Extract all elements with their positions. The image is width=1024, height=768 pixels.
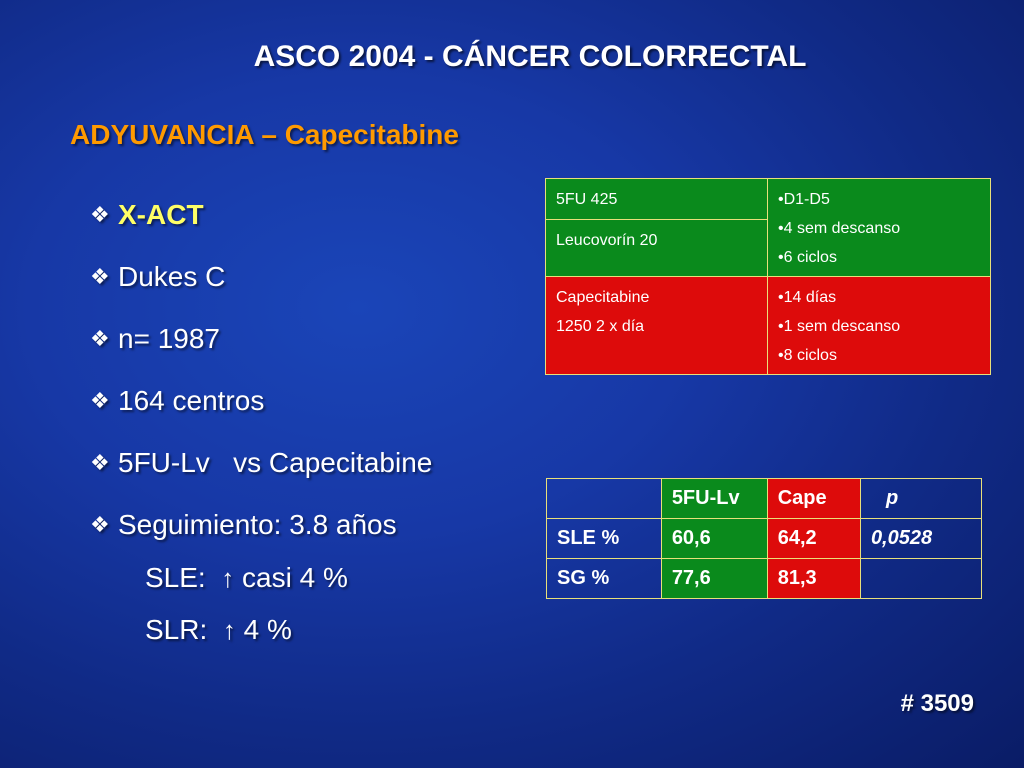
value-cell: 60,6 <box>660 518 768 559</box>
slide-title: ASCO 2004 - CÁNCER COLORRECTAL <box>253 40 807 73</box>
regimen-drug-cell: Leucovorín 20 <box>545 218 768 278</box>
value-cell: 64,2 <box>766 518 861 559</box>
bullet-item: ❖ Seguimiento: 3.8 años <box>90 505 432 567</box>
header-cell: Cape <box>766 478 861 519</box>
diamond-bullet-icon: ❖ <box>90 512 110 537</box>
bullet-item: ❖ Dukes C <box>90 257 432 319</box>
up-arrow-icon: ↑ <box>221 563 235 593</box>
p-value-cell <box>859 558 983 599</box>
table-header-row: 5FU-Lv Cape p <box>546 478 983 519</box>
header-cell: p <box>859 478 983 519</box>
results-table: 5FU-Lv Cape p SLE % 60,6 64,2 0,0528 SG … <box>546 478 983 599</box>
regimen-table: 5FU 425 •D1-D5 •4 sem descanso •6 ciclos… <box>545 178 991 375</box>
p-value-cell: 0,0528 <box>859 518 983 559</box>
slide-subtitle: ADYUVANCIA – Capecitabine <box>70 119 459 150</box>
table-row: SLE % 60,6 64,2 0,0528 <box>546 518 983 559</box>
regimen-schedule-cell: •D1-D5 •4 sem descanso •6 ciclos <box>767 178 991 277</box>
up-arrow-icon: ↑ <box>222 615 236 645</box>
regimen-drug-cell: 5FU 425 <box>545 178 768 220</box>
row-label-cell: SLE % <box>546 518 662 559</box>
table-row: SG % 77,6 81,3 <box>546 558 983 599</box>
value-cell: 81,3 <box>766 558 861 599</box>
value-cell: 77,6 <box>660 558 768 599</box>
slr-result-line: SLR: ↑ 4 % <box>145 614 292 645</box>
bullet-item: ❖ 5FU-Lv vs Capecitabine <box>90 443 432 505</box>
diamond-bullet-icon: ❖ <box>90 388 110 413</box>
regimen-drug-cell: Capecitabine 1250 2 x día <box>545 276 768 375</box>
bullet-item: ❖ 164 centros <box>90 381 432 443</box>
diamond-bullet-icon: ❖ <box>90 450 110 475</box>
bullet-item: ❖ n= 1987 <box>90 319 432 381</box>
header-cell: 5FU-Lv <box>660 478 768 519</box>
diamond-bullet-icon: ❖ <box>90 264 110 289</box>
row-label-cell: SG % <box>546 558 662 599</box>
header-cell <box>546 478 662 519</box>
bullet-list: ❖ X-ACT ❖ Dukes C ❖ n= 1987 ❖ 164 centros ❖ 5… <box>90 195 432 567</box>
diamond-bullet-icon: ❖ <box>90 202 110 227</box>
sle-result-line: SLE: ↑ casi 4 % <box>145 562 348 593</box>
bullet-item: ❖ X-ACT <box>90 195 432 257</box>
regimen-schedule-cell: •14 días •1 sem descanso •8 ciclos <box>767 276 991 375</box>
abstract-number: # 3509 <box>900 690 974 717</box>
diamond-bullet-icon: ❖ <box>90 326 110 351</box>
